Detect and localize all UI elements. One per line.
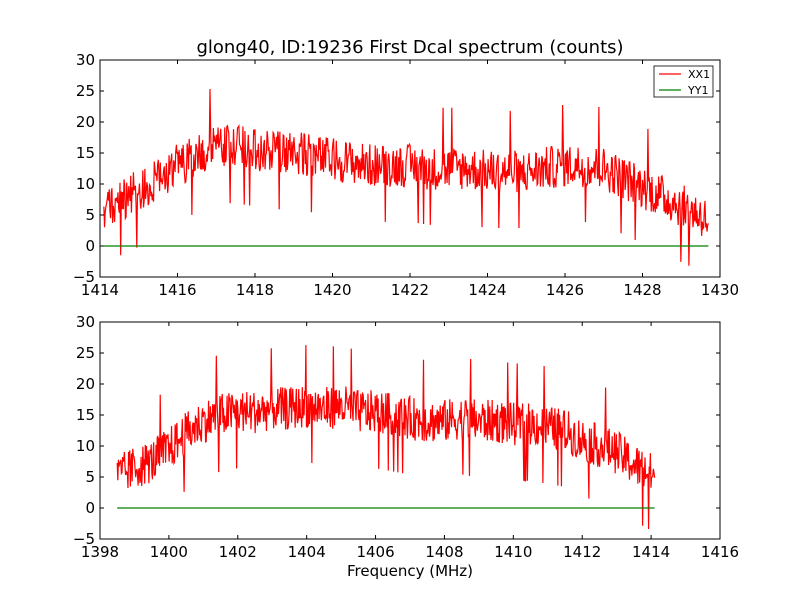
x-tick-label: 1428 [623, 281, 661, 299]
y-tick-label: −5 [73, 268, 95, 286]
x-tick-label: 1412 [563, 543, 601, 561]
x-tick-label: 1416 [158, 281, 196, 299]
y-tick-label: −5 [73, 530, 95, 548]
plot-area [103, 89, 709, 266]
axes-frame [99, 321, 721, 540]
x-tick-label: 1430 [701, 281, 739, 299]
legend: XX1 YY1 [653, 65, 714, 98]
y-tick-label: 10 [76, 437, 95, 455]
y-tick-label: 10 [76, 175, 95, 193]
plot-area [116, 345, 656, 529]
top-axes: 1414 1416 1418 1420 1422 1424 1426 1428 1430 −5 0 5… [73, 51, 739, 299]
y-tick-label: 30 [76, 51, 95, 69]
legend-label-xx1: XX1 [688, 68, 710, 81]
x-tick-label: 1414 [632, 543, 670, 561]
x-tick-label: 1420 [313, 281, 351, 299]
x-tick-label: 1416 [701, 543, 739, 561]
x-tick-label: 1410 [494, 543, 532, 561]
legend-box [653, 65, 714, 98]
y-tick-label: 5 [85, 468, 95, 486]
y-tick-label: 20 [76, 375, 95, 393]
y-tick-label: 30 [76, 313, 95, 331]
x-tick-label: 1418 [236, 281, 274, 299]
x-tick-label: 1422 [391, 281, 429, 299]
y-tick-label: 0 [85, 499, 95, 517]
x-tick-label: 1400 [150, 543, 188, 561]
y-tick-label: 5 [85, 206, 95, 224]
x-tick-label: 1424 [468, 281, 506, 299]
x-tick-label: 1404 [288, 543, 326, 561]
y-tick-label: 25 [76, 82, 95, 100]
series-line-xx1 [103, 89, 709, 266]
y-tick-label: 20 [76, 113, 95, 131]
chart-title: glong40, ID:19236 First Dcal spectrum (c… [196, 37, 623, 58]
x-axis-label: Frequency (MHz) [347, 562, 473, 580]
x-tick-label: 1406 [356, 543, 394, 561]
y-tick-label: 25 [76, 344, 95, 362]
legend-label-yy1: YY1 [687, 84, 708, 97]
bottom-axes: 1398 1400 1402 1404 1406 1408 1410 1412 1414 1416… [73, 313, 739, 561]
x-tick-label: 1402 [219, 543, 257, 561]
x-tick-label: 1408 [425, 543, 463, 561]
y-tick-label: 0 [85, 237, 95, 255]
x-tick-label: 1398 [81, 543, 119, 561]
x-tick-label: 1426 [546, 281, 584, 299]
series-line-series-0 [116, 345, 656, 529]
y-tick-label: 15 [76, 406, 95, 424]
x-tick-label: 1414 [81, 281, 119, 299]
y-tick-label: 15 [76, 144, 95, 162]
